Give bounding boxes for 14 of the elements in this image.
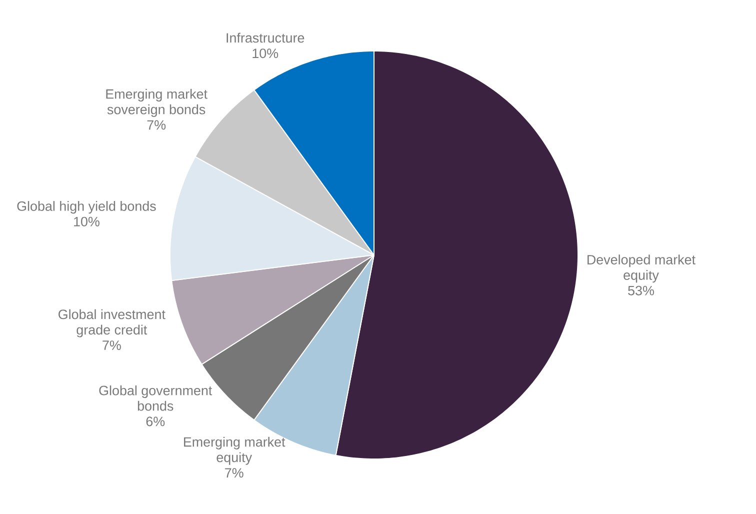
data-label: 6% bbox=[146, 416, 165, 426]
data-label: 10% bbox=[74, 216, 100, 226]
slice-label: Emerging market sovereign bonds bbox=[106, 88, 208, 117]
slice-label: Global high yield bonds bbox=[17, 201, 156, 214]
data-label: 7% bbox=[102, 340, 121, 350]
data-label: 7% bbox=[225, 468, 244, 478]
slice-label: Developed market equity bbox=[588, 254, 696, 283]
slice-label: Emerging market equity bbox=[184, 436, 286, 465]
slice-label: Global investment grade credit bbox=[58, 309, 166, 338]
data-label: 53% bbox=[628, 286, 654, 296]
slice-label: Global government bonds bbox=[99, 385, 212, 411]
data-label: 7% bbox=[147, 120, 166, 130]
slice-label: Infrastructure bbox=[226, 32, 304, 43]
data-label: 10% bbox=[252, 48, 278, 58]
